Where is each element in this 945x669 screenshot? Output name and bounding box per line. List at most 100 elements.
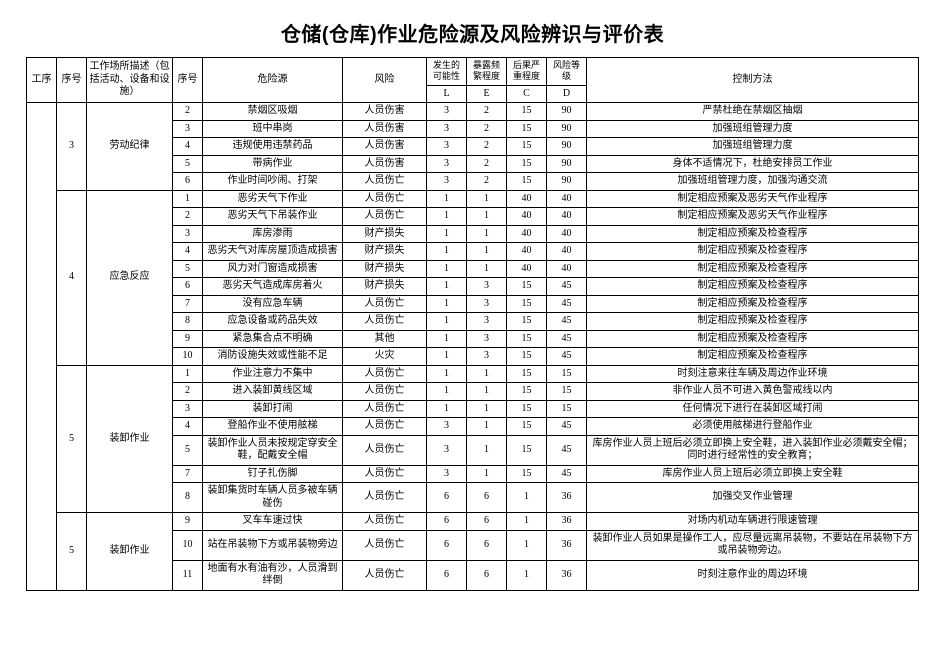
E-cell: 2 [467, 138, 507, 156]
col-L-header: 发生的可能性 [427, 58, 467, 86]
row-seq-cell: 6 [173, 278, 203, 296]
L-cell: 3 [427, 103, 467, 121]
row-seq-cell: 5 [173, 155, 203, 173]
D-cell: 36 [547, 483, 587, 513]
E-cell: 1 [467, 418, 507, 436]
hazard-cell: 恶劣天气造成库房着火 [203, 278, 343, 296]
hazard-cell: 班中串岗 [203, 120, 343, 138]
ctrl-cell: 加强交叉作业管理 [587, 483, 919, 513]
group-loc-cell: 应急反应 [87, 190, 173, 365]
C-cell: 40 [507, 225, 547, 243]
ctrl-cell: 严禁杜绝在禁烟区抽烟 [587, 103, 919, 121]
col-seq1-header: 序号 [57, 58, 87, 103]
col-risk-header: 风险 [343, 58, 427, 103]
row-seq-cell: 8 [173, 483, 203, 513]
E-cell: 3 [467, 313, 507, 331]
C-cell: 15 [507, 435, 547, 465]
ctrl-cell: 时刻注意作业的周边环境 [587, 560, 919, 590]
table-row: 5装卸作业9叉车车速过快人员伤亡66136对场内机动车辆进行限速管理 [27, 513, 919, 531]
col-E-header: 暴露频繁程度 [467, 58, 507, 86]
group-seq-cell: 5 [57, 513, 87, 591]
col-proc-header: 工序 [27, 58, 57, 103]
L-cell: 1 [427, 243, 467, 261]
hazard-cell: 库房渗雨 [203, 225, 343, 243]
D-cell: 45 [547, 348, 587, 366]
C-cell: 40 [507, 260, 547, 278]
group-seq-cell: 5 [57, 365, 87, 513]
D-cell: 40 [547, 260, 587, 278]
ctrl-cell: 制定相应预案及检查程序 [587, 295, 919, 313]
C-cell: 15 [507, 418, 547, 436]
D-cell: 45 [547, 295, 587, 313]
C-cell: 15 [507, 465, 547, 483]
ctrl-cell: 必须使用舷梯进行登船作业 [587, 418, 919, 436]
L-cell: 1 [427, 260, 467, 278]
L-cell: 3 [427, 120, 467, 138]
L-cell: 1 [427, 208, 467, 226]
E-cell: 2 [467, 120, 507, 138]
row-seq-cell: 1 [173, 365, 203, 383]
risk-cell: 人员伤亡 [343, 418, 427, 436]
col-Ds-header: D [547, 85, 587, 103]
header-row-1: 工序 序号 工作场所描述（包括活动、设备和设施） 序号 危险源 风险 发生的可能… [27, 58, 919, 86]
risk-cell: 人员伤亡 [343, 560, 427, 590]
L-cell: 3 [427, 418, 467, 436]
D-cell: 45 [547, 435, 587, 465]
L-cell: 1 [427, 400, 467, 418]
D-cell: 36 [547, 530, 587, 560]
D-cell: 15 [547, 383, 587, 401]
D-cell: 45 [547, 313, 587, 331]
hazard-cell: 作业注意力不集中 [203, 365, 343, 383]
D-cell: 45 [547, 418, 587, 436]
E-cell: 6 [467, 513, 507, 531]
risk-cell: 人员伤亡 [343, 513, 427, 531]
C-cell: 15 [507, 313, 547, 331]
risk-cell: 火灾 [343, 348, 427, 366]
D-cell: 90 [547, 138, 587, 156]
L-cell: 1 [427, 330, 467, 348]
L-cell: 1 [427, 365, 467, 383]
hazard-cell: 没有应急车辆 [203, 295, 343, 313]
row-seq-cell: 4 [173, 138, 203, 156]
ctrl-cell: 制定相应预案及检查程序 [587, 313, 919, 331]
ctrl-cell: 库房作业人员上班后必须立即换上安全鞋，进入装卸作业必须戴安全帽；同时进行经常性的… [587, 435, 919, 465]
row-seq-cell: 9 [173, 513, 203, 531]
C-cell: 40 [507, 190, 547, 208]
C-cell: 1 [507, 513, 547, 531]
C-cell: 1 [507, 560, 547, 590]
D-cell: 40 [547, 225, 587, 243]
L-cell: 3 [427, 435, 467, 465]
row-seq-cell: 8 [173, 313, 203, 331]
ctrl-cell: 制定相应预案及检查程序 [587, 278, 919, 296]
col-Ls-header: L [427, 85, 467, 103]
col-ctrl-header: 控制方法 [587, 58, 919, 103]
E-cell: 1 [467, 260, 507, 278]
D-cell: 90 [547, 120, 587, 138]
row-seq-cell: 3 [173, 400, 203, 418]
risk-cell: 人员伤亡 [343, 530, 427, 560]
hazard-cell: 应急设备或药品失效 [203, 313, 343, 331]
table-row: 4应急反应1恶劣天气下作业人员伤亡114040制定相应预案及恶劣天气作业程序 [27, 190, 919, 208]
C-cell: 15 [507, 120, 547, 138]
row-seq-cell: 2 [173, 103, 203, 121]
D-cell: 15 [547, 400, 587, 418]
E-cell: 1 [467, 190, 507, 208]
E-cell: 1 [467, 383, 507, 401]
ctrl-cell: 加强班组管理力度，加强沟通交流 [587, 173, 919, 191]
E-cell: 1 [467, 465, 507, 483]
D-cell: 90 [547, 173, 587, 191]
row-seq-cell: 2 [173, 208, 203, 226]
table-row: 3劳动纪律2禁烟区吸烟人员伤害321590严禁杜绝在禁烟区抽烟 [27, 103, 919, 121]
E-cell: 6 [467, 483, 507, 513]
L-cell: 3 [427, 138, 467, 156]
ctrl-cell: 对场内机动车辆进行限速管理 [587, 513, 919, 531]
C-cell: 15 [507, 348, 547, 366]
ctrl-cell: 制定相应预案及恶劣天气作业程序 [587, 190, 919, 208]
hazard-cell: 作业时间吵闹、打架 [203, 173, 343, 191]
hazard-cell: 恶劣天气对库房屋顶造成损害 [203, 243, 343, 261]
D-cell: 36 [547, 560, 587, 590]
row-seq-cell: 10 [173, 530, 203, 560]
risk-cell: 财产损失 [343, 260, 427, 278]
hazard-cell: 叉车车速过快 [203, 513, 343, 531]
ctrl-cell: 非作业人员不可进入黄色警戒线以内 [587, 383, 919, 401]
